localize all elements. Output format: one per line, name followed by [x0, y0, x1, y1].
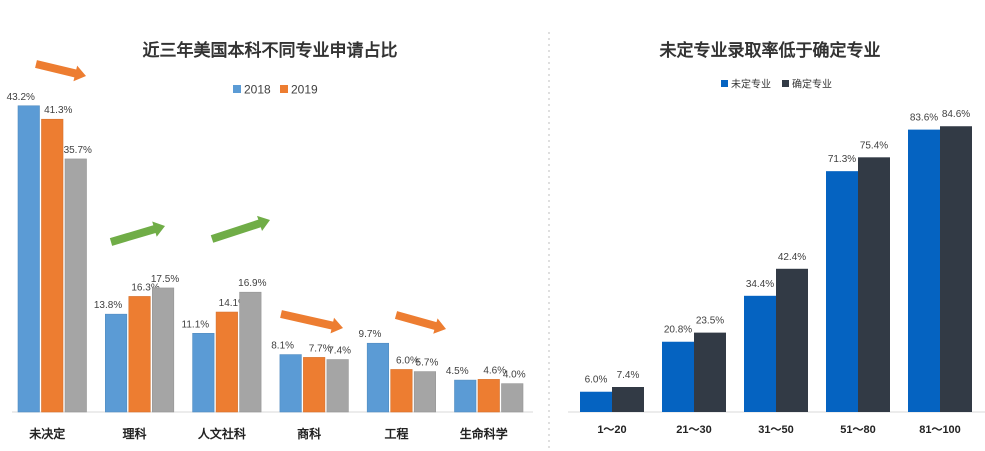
- value-label: 83.6%: [910, 113, 938, 124]
- value-label: 16.9%: [238, 278, 266, 289]
- value-label: 17.5%: [151, 274, 179, 285]
- trend-arrow-down-icon: [394, 311, 446, 334]
- value-label: 8.1%: [271, 341, 294, 352]
- value-label: 11.1%: [182, 319, 210, 330]
- bar-2018-2: [192, 333, 215, 413]
- value-label: 6.0%: [396, 355, 419, 366]
- chart-title-left: 近三年美国本科不同专业申请占比: [143, 40, 398, 60]
- category-label: 1～20: [597, 424, 626, 436]
- value-label: 9.7%: [359, 329, 382, 340]
- bar-2019-0: [41, 118, 64, 413]
- value-label: 23.5%: [696, 316, 724, 327]
- value-label: 4.5%: [446, 366, 469, 377]
- legend-right: 未定专业 确定专业: [721, 78, 832, 91]
- bar-decided-4: [940, 126, 972, 413]
- bar-series-3-2: [239, 291, 262, 413]
- bar-series-3-1: [152, 287, 175, 413]
- value-label: 34.4%: [746, 279, 774, 290]
- value-label: 4.6%: [483, 365, 506, 376]
- category-label: 21～30: [676, 424, 711, 436]
- category-label: 人文社科: [198, 426, 246, 441]
- trend-arrow-up-icon: [109, 221, 165, 246]
- bar-undecided-1: [662, 341, 694, 412]
- value-label: 42.4%: [778, 252, 806, 263]
- category-label: 未决定: [28, 426, 65, 441]
- bar-series-3-0: [64, 158, 87, 413]
- value-label: 6.0%: [585, 375, 608, 386]
- value-label: 84.6%: [942, 109, 970, 120]
- bar-decided-3: [858, 157, 890, 412]
- bar-decided-1: [694, 332, 726, 412]
- value-label: 7.7%: [309, 343, 332, 354]
- legend-label-2019: 2019: [291, 83, 318, 97]
- value-label: 16.3%: [131, 282, 159, 293]
- bar-undecided-3: [826, 171, 858, 412]
- bar-undecided-0: [580, 391, 612, 412]
- category-label: 工程: [384, 426, 408, 441]
- value-label: 4.0%: [503, 370, 526, 381]
- bar-2018-1: [105, 313, 128, 413]
- category-label: 81～100: [919, 424, 961, 436]
- left-bars-group: 43.2% 41.3% 35.7% 未决定 13.8% 16.3%17.5% 理科 11.1%…: [7, 60, 526, 441]
- chart-title-right: 未定专业录取率低于确定专业: [659, 40, 881, 60]
- value-label: 43.2%: [7, 92, 35, 103]
- value-label: 75.4%: [860, 140, 888, 151]
- bar-decided-2: [776, 268, 808, 412]
- value-label: 5.7%: [416, 358, 439, 369]
- legend-label-decided: 确定专业: [792, 78, 832, 91]
- category-label: 商科: [297, 426, 321, 441]
- bar-2019-1: [128, 296, 151, 413]
- bar-2018-5: [454, 379, 477, 413]
- trend-arrow-down-icon: [35, 60, 87, 82]
- value-label: 14.1%: [219, 298, 247, 309]
- legend-label-2018: 2018: [244, 83, 271, 97]
- category-label: 31～50: [758, 424, 793, 436]
- bar-2019-4: [390, 369, 413, 413]
- legend-label-undecided: 未定专业: [731, 78, 771, 91]
- bar-2019-3: [303, 357, 326, 413]
- bar-2018-4: [366, 342, 390, 413]
- value-label: 35.7%: [64, 145, 92, 156]
- bar-undecided-2: [744, 295, 776, 412]
- legend-swatch-decided: [782, 80, 789, 87]
- bar-2019-2: [215, 311, 238, 413]
- bar-series-3-5: [501, 383, 524, 413]
- bar-decided-0: [612, 387, 644, 412]
- legend-swatch-2018: [233, 85, 241, 93]
- bar-2019-5: [477, 379, 500, 413]
- legend-left: 2018 2019: [233, 83, 318, 97]
- bar-series-3-4: [413, 371, 437, 413]
- bar-2018-0: [17, 105, 40, 413]
- value-label: 13.8%: [94, 300, 122, 311]
- category-label: 生命科学: [460, 426, 508, 441]
- bar-series-3-3: [326, 359, 349, 413]
- trend-arrow-down-icon: [280, 310, 343, 334]
- value-label: 20.8%: [664, 325, 692, 336]
- legend-swatch-2019: [280, 85, 288, 93]
- bar-2018-3: [279, 354, 302, 413]
- bar-undecided-4: [908, 129, 940, 412]
- value-label: 41.3%: [44, 105, 72, 116]
- legend-swatch-undecided: [721, 80, 728, 87]
- value-label: 71.3%: [828, 154, 856, 165]
- value-label: 7.4%: [328, 346, 351, 357]
- category-label: 51～80: [840, 424, 875, 436]
- value-label: 7.4%: [617, 370, 640, 381]
- trend-arrow-up-icon: [210, 215, 271, 243]
- category-label: 理科: [123, 426, 147, 441]
- right-bars-group: 6.0% 7.4% 1～20 20.8% 23.5% 21～30 34.4% 42.4% 31～…: [580, 109, 972, 436]
